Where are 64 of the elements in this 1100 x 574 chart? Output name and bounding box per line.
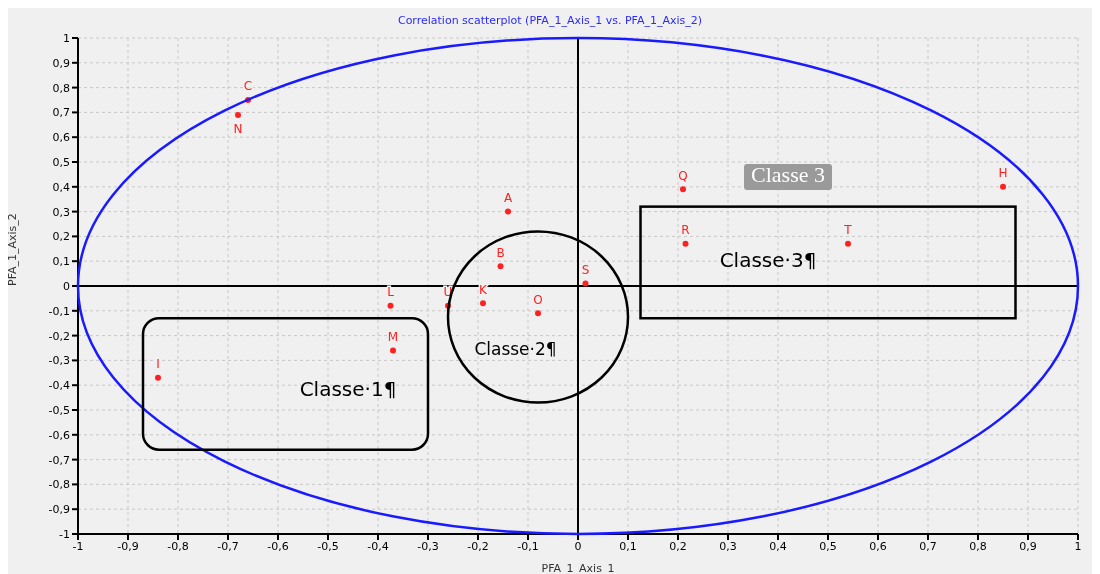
y-tick-label: 0,8 (52, 81, 70, 95)
x-tick-label: 0,3 (719, 539, 737, 553)
y-tick-label: 1 (63, 31, 70, 45)
series-label: B (496, 245, 505, 260)
x-tick-label: 1 (1074, 539, 1082, 553)
y-tick-label: 0 (63, 279, 70, 293)
annotation: Classe·3¶ (719, 247, 817, 272)
annotation: Classe·2¶ (474, 339, 557, 360)
x-axis-title: PFA_1_Axis_1 (541, 562, 615, 574)
x-tick-label: 0,4 (769, 539, 787, 553)
y-tick-label: -0,2 (48, 329, 70, 343)
annotation: Classe·1¶ (299, 376, 397, 401)
y-tick-label: 0,7 (52, 106, 70, 120)
y-axis-title: PFA_1_Axis_2 (5, 213, 19, 286)
x-tick-label: 0,9 (1019, 539, 1037, 553)
x-tick-label: 0,7 (919, 539, 937, 553)
y-tick-label: -0,1 (48, 304, 70, 318)
x-tick-label: 0,8 (969, 539, 987, 553)
series-label: S (581, 263, 590, 278)
annotation: Classe 3 (751, 161, 825, 187)
x-tick-label: -0,2 (467, 539, 489, 553)
x-tick-label: 0,2 (669, 539, 687, 553)
series-label: T (843, 223, 853, 238)
x-tick-label: -0,6 (267, 539, 289, 553)
y-tick-label: 0,4 (52, 180, 70, 194)
series-label: R (681, 223, 690, 238)
series-label: Q (678, 168, 688, 183)
x-tick-label: 0,6 (869, 539, 887, 553)
chart-title: Correlation scatterplot (PFA_1_Axis_1 vs. PFA_1_Axis_2) (396, 14, 704, 27)
x-tick-label: -0,4 (367, 539, 389, 553)
y-tick-label: 0,2 (52, 230, 70, 244)
y-tick-label: -0,9 (48, 503, 70, 517)
x-tick-label: -0,1 (517, 539, 539, 553)
y-tick-label: 0,6 (52, 131, 70, 145)
series-label: C (243, 79, 253, 94)
series-label: U (443, 285, 453, 300)
y-tick-label: -0,6 (48, 428, 70, 442)
x-tick-label: 0,1 (619, 539, 637, 553)
y-tick-label: 0,5 (52, 155, 70, 169)
y-tick-label: -0,4 (48, 379, 70, 393)
series-label: O (533, 292, 543, 307)
x-tick-label: -0,8 (167, 539, 189, 553)
x-tick-label: 0,5 (819, 539, 837, 553)
x-tick-label: -0,5 (317, 539, 339, 553)
series-label: H (998, 166, 1008, 181)
series-label: M (387, 329, 399, 344)
x-tick-label: 0 (574, 539, 582, 553)
x-tick-label: -0,7 (217, 539, 239, 553)
y-tick-label: -1 (59, 527, 70, 541)
y-tick-label: -0,7 (48, 453, 70, 467)
series-label: N (233, 121, 243, 136)
x-tick-label: -0,3 (417, 539, 439, 553)
y-tick-label: 0,9 (52, 56, 70, 70)
series-label: K (479, 282, 489, 297)
y-tick-label: 0,1 (52, 255, 70, 269)
series-label: L (387, 285, 395, 300)
y-tick-label: -0,8 (48, 478, 70, 492)
x-tick-label: -0,9 (117, 539, 139, 553)
x-tick-label: -1 (72, 539, 84, 553)
y-tick-label: 0,3 (52, 205, 70, 219)
y-tick-label: -0,5 (48, 403, 70, 417)
series-label: A (503, 191, 513, 206)
y-tick-label: -0,3 (48, 354, 70, 368)
series-label: I (156, 357, 160, 372)
